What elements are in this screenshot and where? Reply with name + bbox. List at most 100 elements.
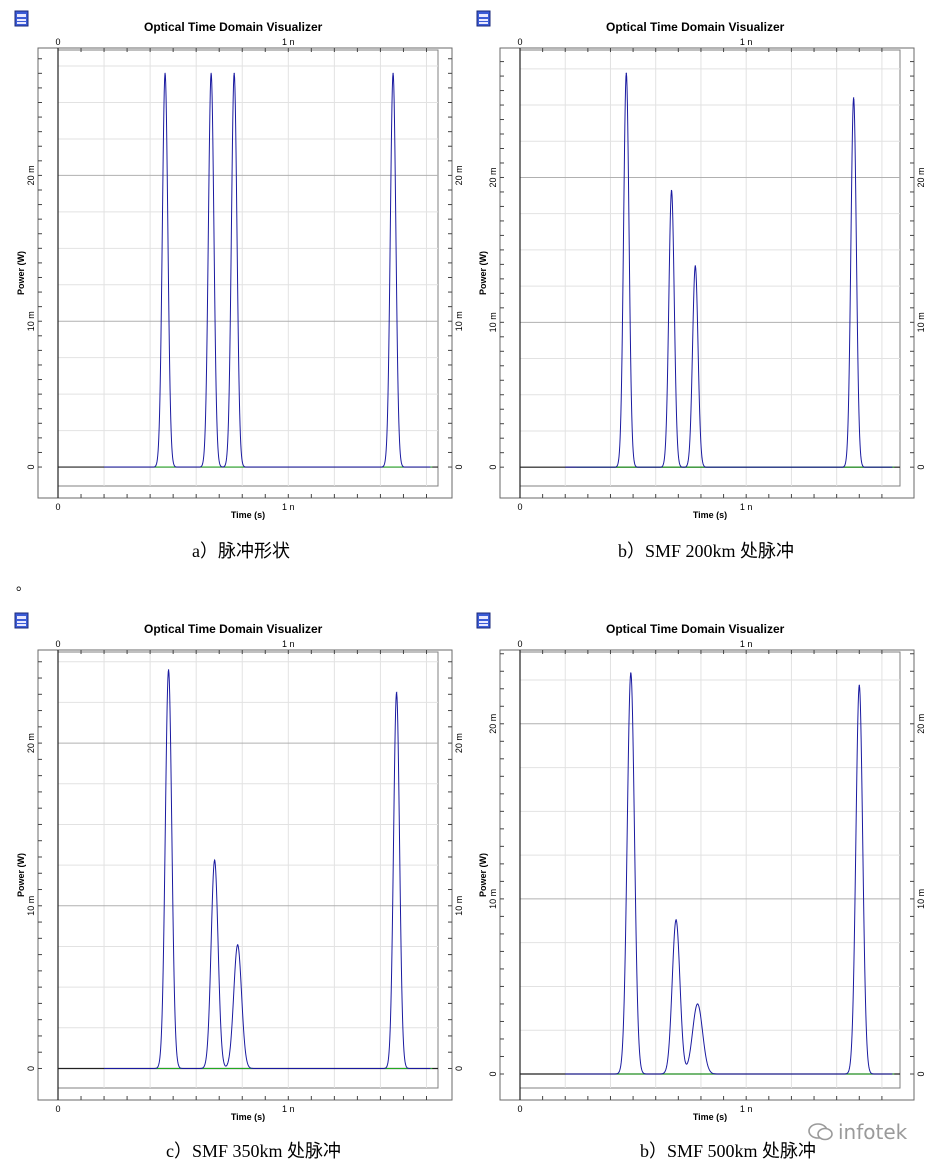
y-tick-label: 20 m [488, 167, 498, 187]
x-tick-label: 0 [55, 502, 60, 512]
series-power-trace [104, 669, 431, 1069]
window-icon [14, 612, 29, 629]
y-tick-label: 20 m [26, 165, 36, 185]
x-axis-label: Time (s) [231, 1112, 265, 1122]
separator-mark: 。 [16, 577, 30, 593]
y-tick-label: 0 [916, 1071, 926, 1076]
x-axis-label: Time (s) [693, 1112, 727, 1122]
pulse-peak-4 [395, 692, 398, 694]
wechat-icon [808, 1123, 833, 1141]
chart-b: 0 0 1 n 1 n 0 0 10 m 10 m 20 m 20 m Time (s) Power … [478, 37, 926, 520]
x-tick-label: 1 n [740, 1104, 753, 1114]
pulse-peak-2 [214, 859, 216, 861]
watermark-text: infotek [838, 1120, 908, 1144]
tick-marks [38, 650, 452, 1100]
plot-area [57, 651, 439, 1089]
pulse-peak-2 [670, 189, 673, 192]
x-tick-label: 0 [517, 502, 522, 512]
y-tick-label: 0 [26, 1066, 36, 1071]
y-tick-label: 10 m [454, 896, 464, 916]
pulse-peak-1 [625, 72, 627, 74]
pulse-peak-2 [675, 919, 677, 921]
x-tick-label: 1 n [740, 502, 753, 512]
x-tick-label: 1 n [740, 37, 753, 47]
grid [57, 50, 438, 486]
x-tick-label: 0 [517, 639, 522, 649]
tick-marks [38, 48, 452, 498]
panel-title: Optical Time Domain Visualizer [606, 622, 785, 636]
caption-c: c）SMF 350km 处脉冲 [166, 1141, 342, 1161]
plot-area [519, 651, 901, 1089]
y-tick-label: 20 m [916, 167, 926, 187]
y-axis-label: Power (W) [478, 853, 488, 897]
pulse-peak-1 [164, 72, 166, 74]
y-axis-label: Power (W) [16, 251, 26, 295]
series-power-trace [104, 73, 431, 468]
plot-area [57, 49, 439, 487]
caption-b: b）SMF 200km 处脉冲 [618, 541, 795, 561]
y-tick-label: 20 m [26, 733, 36, 753]
series-power-trace [565, 672, 893, 1075]
pulse-peak-2 [210, 72, 212, 74]
chart-d: 0 0 1 n 1 n 0 0 10 m 10 m 20 m 20 m Time (s) Power … [478, 639, 926, 1122]
caption-d: b）SMF 500km 处脉冲 [640, 1141, 817, 1161]
x-tick-label: 1 n [282, 37, 295, 47]
series-power-trace [565, 73, 893, 468]
pulse-peak-3 [233, 72, 235, 74]
y-tick-label: 0 [488, 465, 498, 470]
y-tick-label: 20 m [488, 714, 498, 734]
y-tick-label: 10 m [488, 312, 498, 332]
plot-area [519, 49, 901, 487]
pulse-peak-1 [630, 672, 632, 674]
pulse-peak-3 [696, 1003, 699, 1005]
watermark: infotek [808, 1120, 907, 1144]
y-tick-label: 20 m [454, 165, 464, 185]
y-tick-label: 0 [26, 465, 36, 470]
chart-a: 0 0 1 n 1 n 0 0 10 m 10 m 20 m 20 m Time (s) Power … [16, 37, 464, 520]
y-tick-label: 20 m [916, 714, 926, 734]
y-tick-label: 10 m [916, 889, 926, 909]
chart-c: 0 0 1 n 1 n 0 0 10 m 10 m 20 m 20 m Time (s) Power … [16, 639, 464, 1122]
tick-marks [500, 48, 914, 498]
y-tick-label: 10 m [26, 896, 36, 916]
pulse-peak-3 [237, 944, 239, 946]
y-tick-label: 10 m [26, 311, 36, 331]
panel-title: Optical Time Domain Visualizer [144, 622, 323, 636]
pulse-peak-4 [858, 684, 860, 686]
caption-a: a）脉冲形状 [192, 541, 290, 561]
y-tick-label: 0 [454, 1066, 464, 1071]
x-tick-label: 1 n [740, 639, 753, 649]
x-tick-label: 1 n [282, 502, 295, 512]
y-tick-label: 10 m [454, 311, 464, 331]
window-icon [476, 612, 491, 629]
grid [519, 652, 900, 1088]
y-tick-label: 0 [916, 465, 926, 470]
pulse-peak-4 [853, 97, 855, 99]
y-tick-label: 10 m [488, 889, 498, 909]
x-axis-label: Time (s) [231, 510, 265, 520]
pulse-peak-3 [694, 265, 696, 267]
x-tick-label: 0 [517, 37, 522, 47]
window-icon [14, 10, 29, 27]
x-tick-label: 0 [55, 37, 60, 47]
window-icon [476, 10, 491, 27]
x-tick-label: 1 n [282, 1104, 295, 1114]
y-axis-label: Power (W) [478, 251, 488, 295]
y-tick-label: 20 m [454, 733, 464, 753]
x-axis-label: Time (s) [693, 510, 727, 520]
panel-title: Optical Time Domain Visualizer [606, 20, 785, 34]
x-tick-label: 1 n [282, 639, 295, 649]
pulse-peak-1 [167, 669, 170, 671]
y-tick-label: 0 [488, 1071, 498, 1076]
y-tick-label: 10 m [916, 312, 926, 332]
y-tick-label: 0 [454, 465, 464, 470]
y-axis-label: Power (W) [16, 853, 26, 897]
x-tick-label: 0 [517, 1104, 522, 1114]
x-tick-label: 0 [55, 639, 60, 649]
panel-title: Optical Time Domain Visualizer [144, 20, 323, 34]
x-tick-label: 0 [55, 1104, 60, 1114]
